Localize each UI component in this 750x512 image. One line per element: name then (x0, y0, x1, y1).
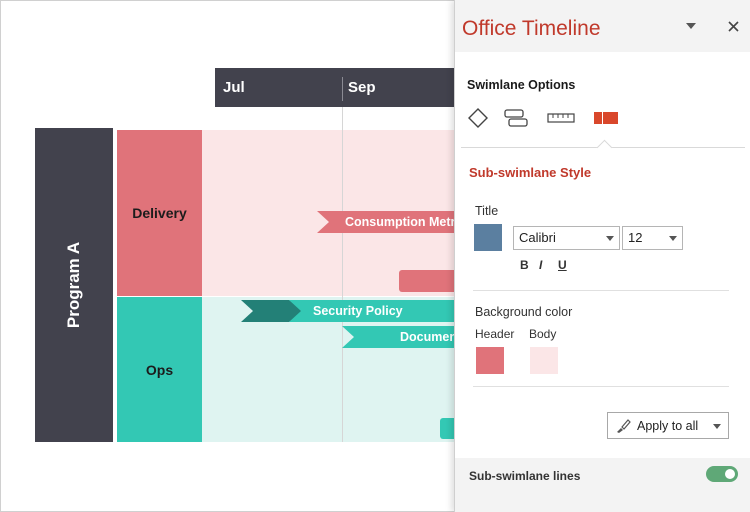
title-color-swatch[interactable] (474, 224, 502, 251)
section-title: Swimlane Options (467, 78, 576, 92)
sub-swimlane-label-delivery: Delivery (132, 205, 187, 221)
section-divider (473, 290, 729, 291)
month-gridline (342, 107, 343, 442)
font-size-value: 12 (628, 230, 643, 245)
task-label: Consumption Metr (345, 215, 455, 229)
office-timeline-pane: Office Timeline Swimlane Options Sub-swi… (454, 0, 750, 512)
background-color-label: Background color (475, 305, 573, 319)
swimlane-label-icon[interactable] (502, 106, 530, 130)
task-documentation[interactable]: Documen (342, 326, 455, 348)
italic-button[interactable]: I (539, 258, 543, 272)
section-divider (473, 386, 729, 387)
chevron-down-icon (669, 236, 677, 241)
options-card (455, 52, 750, 458)
sub-swimlane-lines-toggle[interactable] (706, 466, 738, 482)
program-label-wrap: Program A (35, 128, 113, 442)
sub-swimlane-header-ops[interactable]: Ops (117, 297, 202, 442)
task-consumption-metrics[interactable]: Consumption Metr (317, 211, 455, 233)
ruler-icon[interactable] (547, 106, 575, 130)
program-label: Program A (64, 241, 83, 329)
month-label-sep: Sep (348, 79, 376, 96)
program-swimlane-header[interactable] (35, 128, 113, 442)
body-color-label: Body (529, 327, 557, 341)
sub-swimlane-icon[interactable] (592, 106, 620, 130)
paintbrush-icon (615, 418, 631, 434)
month-label-jul: Jul (223, 79, 245, 96)
task-label: Security Policy (313, 304, 403, 318)
apply-to-all-label: Apply to all (637, 418, 699, 433)
task-ops-bar[interactable] (440, 418, 455, 439)
body-color-swatch[interactable] (530, 347, 558, 374)
sub-swimlane-header-delivery[interactable]: Delivery (117, 130, 202, 296)
close-icon[interactable] (722, 15, 744, 37)
pane-title: Office Timeline (462, 17, 601, 40)
task-chevron-milestone[interactable] (241, 300, 303, 322)
task-security-policy[interactable]: Security Policy (289, 300, 455, 322)
bold-button[interactable]: B (520, 258, 529, 272)
title-label: Title (475, 204, 499, 218)
chevron-down-icon (606, 236, 614, 241)
sub-swimlane-divider (117, 296, 455, 297)
chevron-down-icon (713, 424, 721, 429)
header-color-swatch[interactable] (476, 347, 504, 374)
sub-swimlane-style-heading: Sub-swimlane Style (469, 165, 592, 180)
time-scale-separator (342, 77, 343, 101)
task-label: Documen (400, 330, 455, 344)
font-family-select[interactable]: Calibri (513, 226, 620, 250)
header-color-label: Header (475, 327, 515, 341)
underline-button[interactable]: U (558, 258, 567, 272)
font-family-value: Calibri (519, 230, 556, 245)
sub-swimlane-lines-label: Sub-swimlane lines (469, 469, 581, 483)
sub-swimlane-label-ops: Ops (145, 361, 174, 378)
time-scale-band (215, 68, 455, 107)
chevron-down-icon[interactable] (680, 15, 702, 37)
font-size-select[interactable]: 12 (622, 226, 683, 250)
task-delivery-bar[interactable] (399, 270, 455, 292)
apply-to-all-button[interactable]: Apply to all (607, 412, 729, 439)
diamond-icon[interactable] (464, 106, 492, 130)
